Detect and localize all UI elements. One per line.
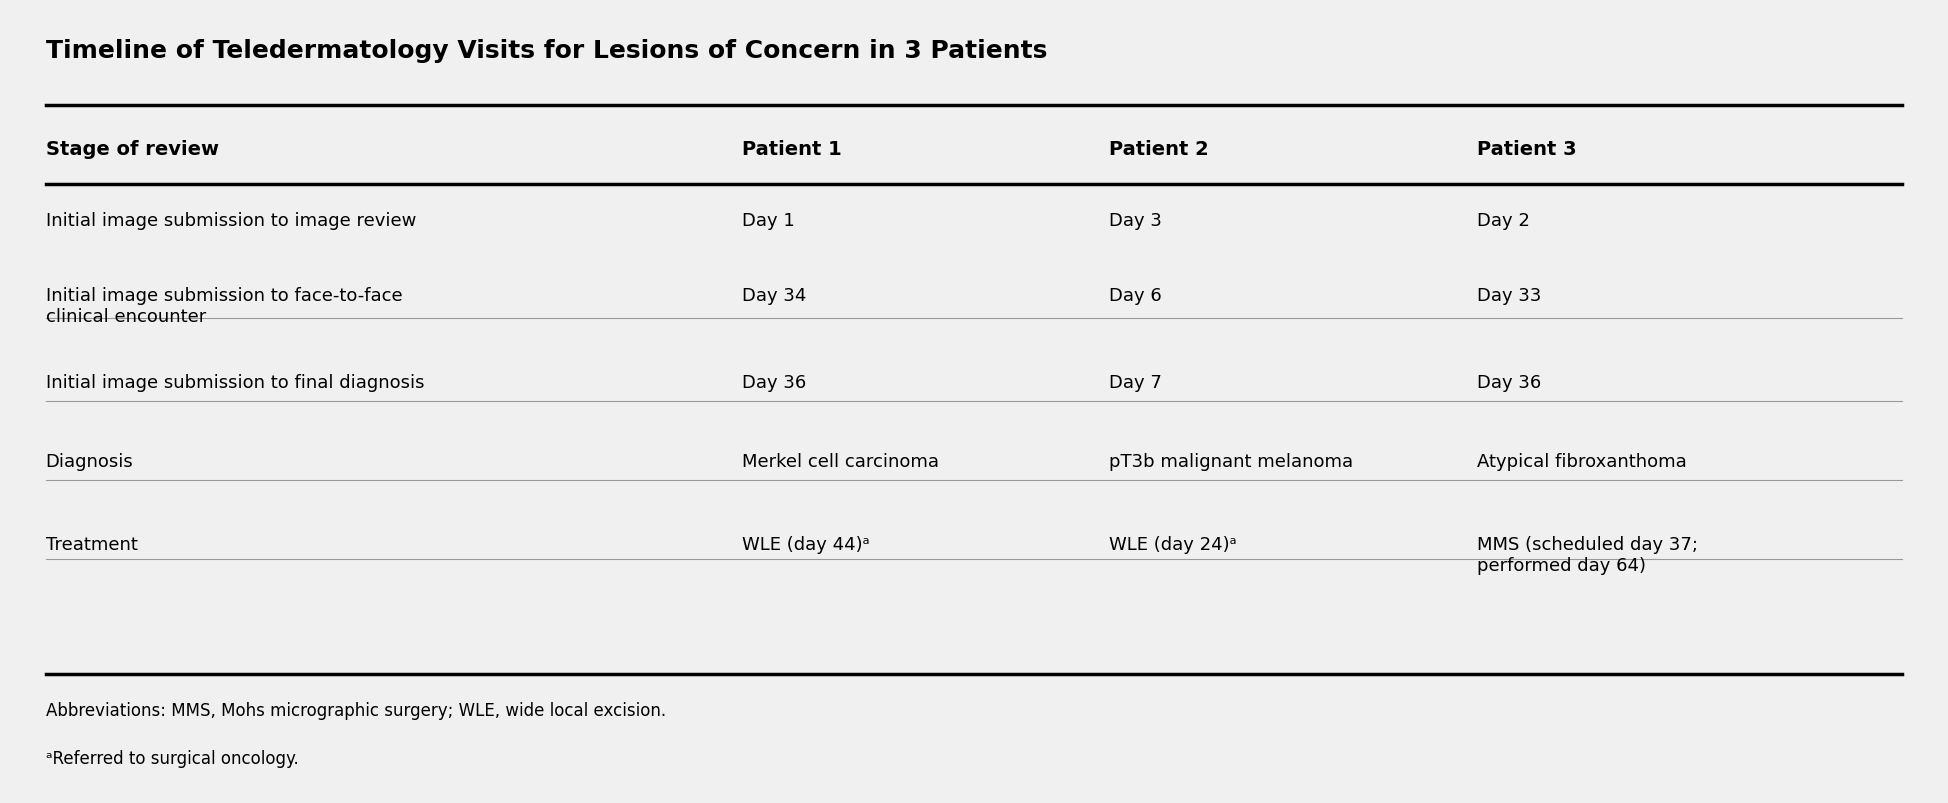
Text: WLE (day 44)ᵃ: WLE (day 44)ᵃ: [742, 536, 869, 553]
Text: Day 3: Day 3: [1110, 212, 1163, 230]
Text: Abbreviations: MMS, Mohs micrographic surgery; WLE, wide local excision.: Abbreviations: MMS, Mohs micrographic su…: [45, 701, 666, 719]
Text: Day 7: Day 7: [1110, 374, 1163, 392]
Text: Merkel cell carcinoma: Merkel cell carcinoma: [742, 453, 939, 471]
Text: Day 1: Day 1: [742, 212, 795, 230]
Text: Diagnosis: Diagnosis: [45, 453, 132, 471]
Text: Treatment: Treatment: [45, 536, 138, 553]
Text: Day 36: Day 36: [742, 374, 806, 392]
Text: Timeline of Teledermatology Visits for Lesions of Concern in 3 Patients: Timeline of Teledermatology Visits for L…: [45, 39, 1046, 63]
Text: MMS (scheduled day 37;
performed day 64): MMS (scheduled day 37; performed day 64): [1477, 536, 1699, 574]
Text: Day 34: Day 34: [742, 287, 806, 305]
Text: Patient 3: Patient 3: [1477, 140, 1576, 158]
Text: Initial image submission to image review: Initial image submission to image review: [45, 212, 417, 230]
Text: Initial image submission to face-to-face
clinical encounter: Initial image submission to face-to-face…: [45, 287, 401, 326]
Text: Stage of review: Stage of review: [45, 140, 218, 158]
Text: pT3b malignant melanoma: pT3b malignant melanoma: [1110, 453, 1354, 471]
Text: Initial image submission to final diagnosis: Initial image submission to final diagno…: [45, 374, 425, 392]
Text: Patient 2: Patient 2: [1110, 140, 1210, 158]
Text: Day 6: Day 6: [1110, 287, 1163, 305]
Text: Atypical fibroxanthoma: Atypical fibroxanthoma: [1477, 453, 1687, 471]
Text: WLE (day 24)ᵃ: WLE (day 24)ᵃ: [1110, 536, 1237, 553]
Text: ᵃReferred to surgical oncology.: ᵃReferred to surgical oncology.: [45, 748, 298, 767]
Text: Patient 1: Patient 1: [742, 140, 842, 158]
Text: Day 2: Day 2: [1477, 212, 1529, 230]
Text: Day 36: Day 36: [1477, 374, 1541, 392]
Text: Day 33: Day 33: [1477, 287, 1541, 305]
